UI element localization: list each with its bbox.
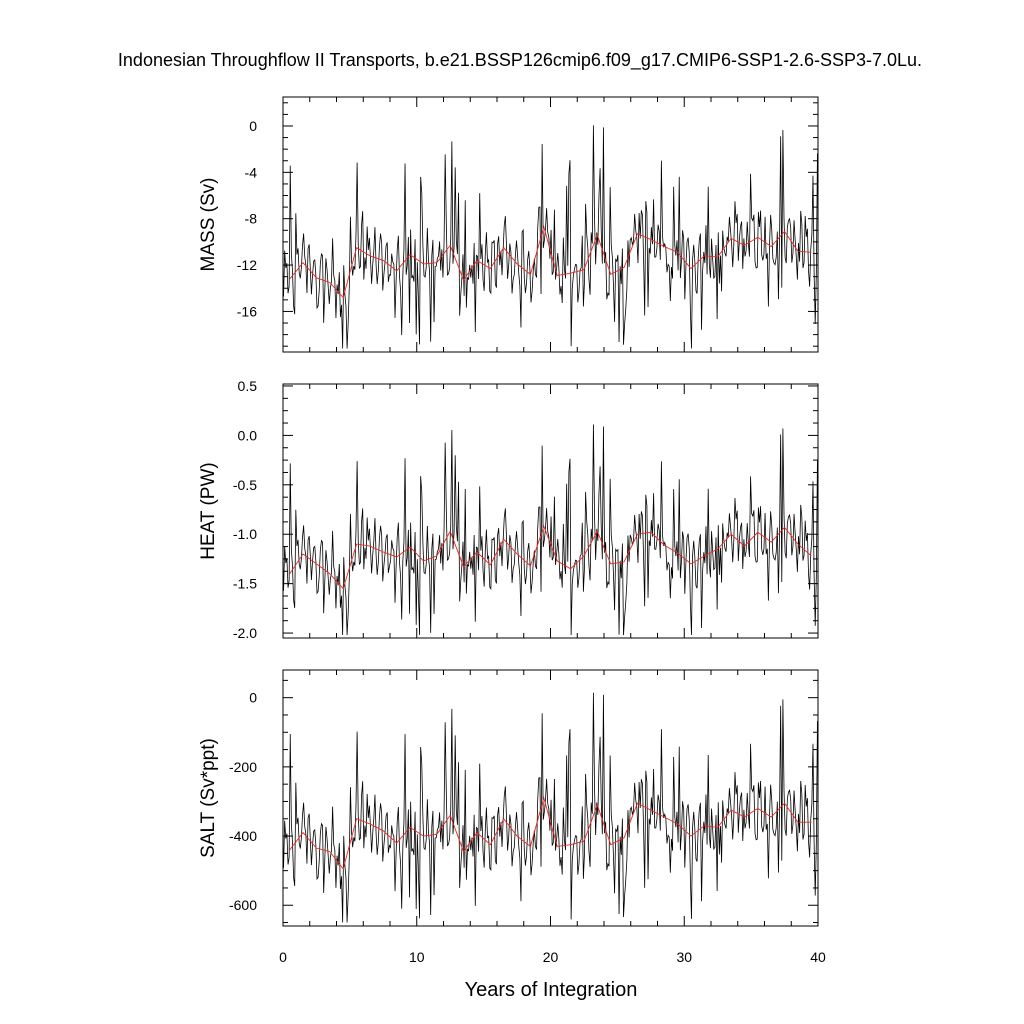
mass-y-tick-label: -8 (245, 211, 258, 227)
chart-panels: MASS (Sv) 0 -4 -8 -12 -16 HEAT (PW) 0.5 0.0 -0.5 -… (198, 96, 826, 965)
heat-y-axis-label: HEAT (PW) (198, 462, 219, 559)
heat-monthly-series-line (283, 424, 818, 636)
x-tick-label: 0 (279, 949, 287, 965)
heat-annual-mean-line (289, 524, 812, 590)
heat-y-tick-label: 0.0 (238, 427, 258, 443)
mass-y-tick-label: -12 (237, 257, 257, 273)
mass-y-axis-label: MASS (Sv) (198, 178, 219, 272)
salt-panel: SALT (Sv*ppt) 0 -200 -400 -600 0 10 20 30 40 (198, 669, 826, 965)
mass-monthly-series-line (283, 125, 818, 349)
heat-panel: HEAT (PW) 0.5 0.0 -0.5 -1.0 -1.5 -2.0 (198, 378, 819, 641)
heat-y-tick-label: -1.0 (233, 526, 257, 542)
heat-y-tick-label: -1.5 (233, 576, 257, 592)
mass-y-tick-label: -4 (245, 164, 258, 180)
x-tick-label: 20 (543, 949, 559, 965)
heat-y-tick-label: -2.0 (233, 625, 257, 641)
mass-y-tick-label: -16 (237, 303, 257, 319)
salt-monthly-series-line (283, 692, 818, 923)
x-axis-label: Years of Integration (465, 979, 638, 1001)
heat-plot-frame (282, 383, 819, 639)
salt-y-tick-label: 0 (249, 690, 257, 706)
heat-y-tick-label: 0.5 (238, 378, 258, 394)
x-tick-label: 30 (676, 949, 692, 965)
x-tick-label: 40 (810, 949, 826, 965)
x-tick-label: 10 (409, 949, 425, 965)
mass-annual-mean-line (289, 225, 812, 299)
heat-y-tick-label: -0.5 (233, 477, 257, 493)
mass-y-tick-label: 0 (249, 118, 257, 134)
mass-panel: MASS (Sv) 0 -4 -8 -12 -16 (198, 96, 819, 353)
salt-y-tick-label: -400 (229, 828, 257, 844)
salt-y-axis-label: SALT (Sv*ppt) (198, 738, 219, 858)
chart-title: Indonesian Throughflow II Transports, b.… (118, 50, 922, 71)
salt-y-tick-label: -600 (229, 897, 257, 913)
salt-annual-mean-line (289, 796, 812, 870)
salt-y-tick-label: -200 (229, 759, 257, 775)
